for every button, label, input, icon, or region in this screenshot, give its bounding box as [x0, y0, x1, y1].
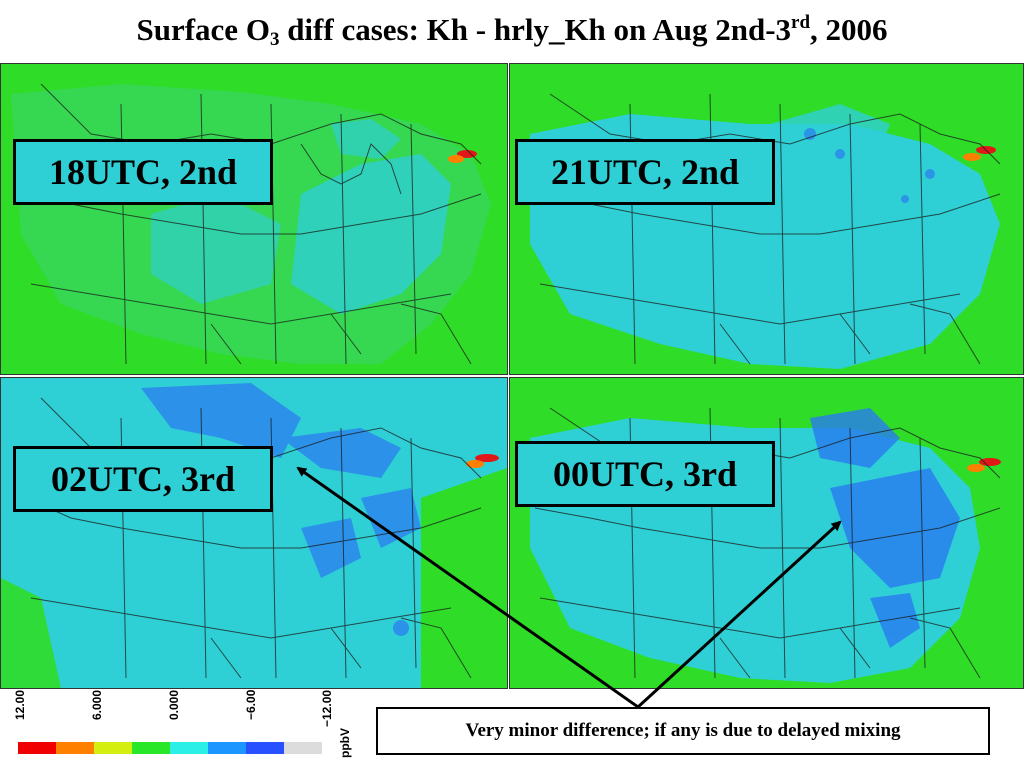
map-panel-21utc: 21UTC, 2nd: [509, 63, 1024, 375]
colorbar-tick: −6.00: [244, 690, 258, 721]
colorbar-swatch: [208, 742, 246, 754]
ozone-diff-map: [1, 64, 507, 374]
colorbar-swatch: [246, 742, 284, 754]
colorbar: [18, 742, 322, 754]
annotation-note: Very minor difference; if any is due to …: [376, 707, 990, 755]
map-panel-00utc: 00UTC, 3rd: [509, 377, 1024, 689]
colorbar-swatch: [56, 742, 94, 754]
ozone-diff-map: [510, 64, 1023, 374]
map-panel-02utc: 02UTC, 3rd: [0, 377, 508, 689]
colorbar-unit: ppbV: [338, 728, 352, 758]
colorbar-tick: 12.00: [13, 690, 27, 721]
ozone-diff-map: [510, 378, 1023, 688]
colorbar-tick: 6.000: [90, 690, 104, 721]
colorbar-swatch: [284, 742, 322, 754]
map-panel-18utc: 18UTC, 2nd: [0, 63, 508, 375]
colorbar-swatch: [94, 742, 132, 754]
ozone-diff-map: [1, 378, 507, 688]
time-label: 00UTC, 3rd: [515, 441, 775, 507]
colorbar-swatch: [18, 742, 56, 754]
colorbar-tick: −12.00: [320, 690, 334, 728]
time-label: 21UTC, 2nd: [515, 139, 775, 205]
time-label: 18UTC, 2nd: [13, 139, 273, 205]
slide-title: Surface O3 diff cases: Kh - hrly_Kh on A…: [136, 12, 888, 50]
colorbar-tick: 0.000: [167, 690, 181, 721]
time-label: 02UTC, 3rd: [13, 446, 273, 512]
colorbar-swatch: [170, 742, 208, 754]
colorbar-swatch: [132, 742, 170, 754]
